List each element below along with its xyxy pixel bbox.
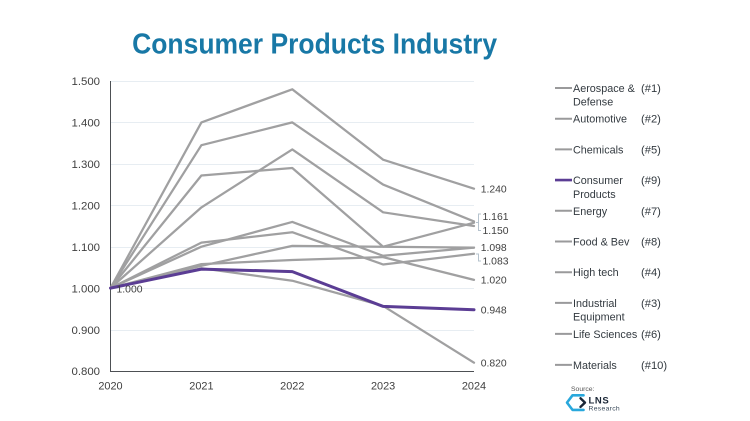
svg-text:Industrial: Industrial — [573, 298, 617, 310]
svg-text:1.400: 1.400 — [71, 118, 100, 130]
svg-text:1.200: 1.200 — [71, 201, 100, 213]
svg-text:2022: 2022 — [280, 381, 304, 393]
svg-text:2020: 2020 — [98, 381, 122, 393]
svg-text:1.240: 1.240 — [481, 184, 507, 195]
svg-text:Defense: Defense — [573, 97, 613, 109]
svg-text:(#6): (#6) — [641, 329, 661, 341]
svg-text:Energy: Energy — [573, 206, 608, 218]
svg-text:(#7): (#7) — [641, 206, 661, 218]
svg-text:Materials: Materials — [573, 360, 617, 372]
svg-text:1.300: 1.300 — [71, 159, 100, 171]
svg-text:Automotive: Automotive — [573, 114, 627, 126]
svg-text:Chemicals: Chemicals — [573, 144, 624, 156]
svg-text:1.161: 1.161 — [483, 212, 509, 223]
svg-text:1.150: 1.150 — [483, 226, 509, 237]
svg-text:0.900: 0.900 — [71, 325, 100, 337]
svg-text:1.500: 1.500 — [71, 76, 100, 88]
svg-text:2024: 2024 — [462, 381, 486, 393]
svg-text:Consumer: Consumer — [573, 175, 623, 187]
svg-text:(#5): (#5) — [641, 144, 661, 156]
svg-text:0.820: 0.820 — [481, 358, 507, 369]
svg-text:High tech: High tech — [573, 267, 619, 279]
svg-text:Consumer Products Industry: Consumer Products Industry — [132, 28, 497, 60]
svg-text:Products: Products — [573, 189, 616, 201]
svg-text:1.100: 1.100 — [71, 242, 100, 254]
svg-text:Equipment: Equipment — [573, 312, 625, 324]
svg-text:2023: 2023 — [371, 381, 395, 393]
svg-text:1.000: 1.000 — [71, 283, 100, 295]
svg-text:(#4): (#4) — [641, 267, 661, 279]
svg-text:0.800: 0.800 — [71, 366, 100, 378]
svg-text:(#2): (#2) — [641, 114, 661, 126]
svg-text:Food & Bev: Food & Bev — [573, 237, 630, 249]
svg-text:1.000: 1.000 — [117, 284, 143, 295]
svg-text:Life Sciences: Life Sciences — [573, 329, 638, 341]
svg-text:1.020: 1.020 — [481, 276, 507, 287]
svg-text:Source:: Source: — [571, 386, 595, 393]
svg-text:Research: Research — [589, 406, 621, 413]
svg-text:(#8): (#8) — [641, 237, 661, 249]
svg-text:1.098: 1.098 — [481, 243, 507, 254]
svg-text:LNS: LNS — [589, 396, 610, 407]
svg-text:(#10): (#10) — [641, 360, 667, 372]
svg-text:Aerospace &: Aerospace & — [573, 83, 636, 95]
svg-text:(#1): (#1) — [641, 83, 661, 95]
svg-text:(#9): (#9) — [641, 175, 661, 187]
svg-text:(#3): (#3) — [641, 298, 661, 310]
svg-text:1.083: 1.083 — [483, 257, 509, 268]
svg-text:2021: 2021 — [189, 381, 213, 393]
svg-text:0.948: 0.948 — [481, 305, 507, 316]
